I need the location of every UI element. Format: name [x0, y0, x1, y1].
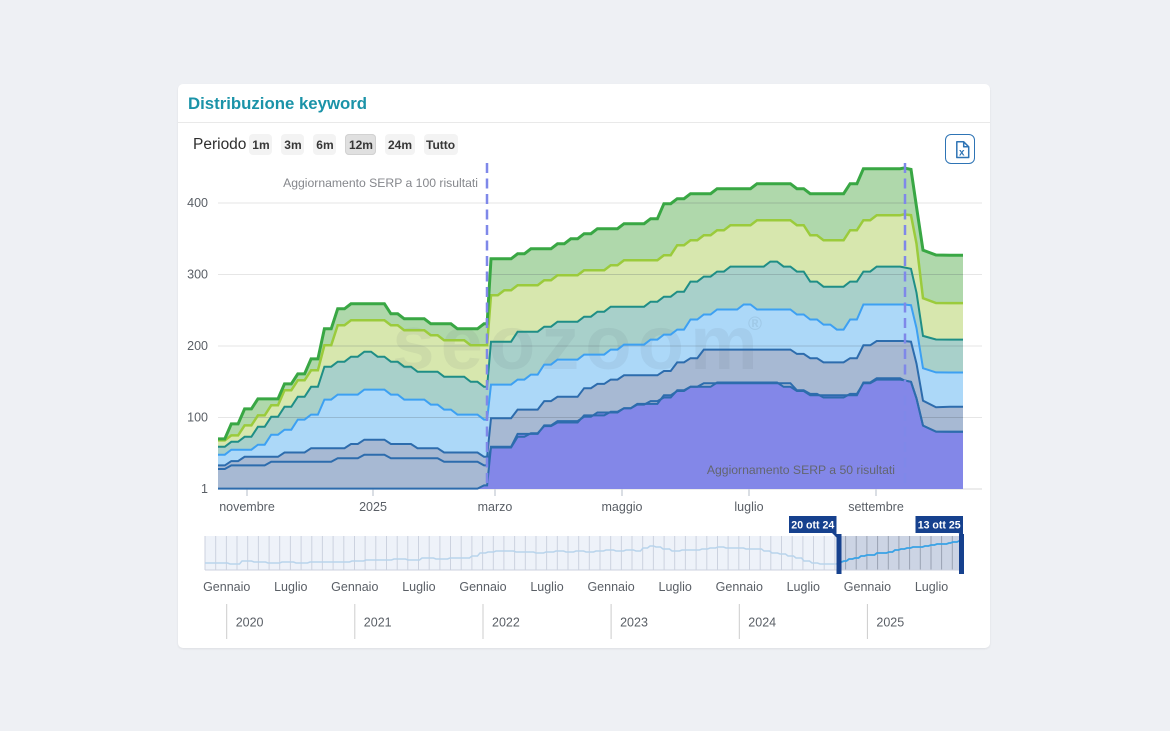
svg-text:novembre: novembre: [219, 500, 275, 514]
svg-text:100: 100: [187, 411, 208, 425]
svg-text:settembre: settembre: [848, 500, 904, 514]
svg-text:2024: 2024: [748, 616, 776, 630]
svg-text:Gennaio: Gennaio: [716, 580, 763, 594]
svg-text:400: 400: [187, 196, 208, 210]
svg-text:2021: 2021: [364, 616, 392, 630]
svg-text:2023: 2023: [620, 616, 648, 630]
svg-text:luglio: luglio: [734, 500, 763, 514]
svg-text:Gennaio: Gennaio: [459, 580, 506, 594]
svg-text:Gennaio: Gennaio: [203, 580, 250, 594]
svg-text:Luglio: Luglio: [530, 580, 563, 594]
svg-text:Luglio: Luglio: [274, 580, 307, 594]
svg-text:300: 300: [187, 268, 208, 282]
svg-text:®: ®: [748, 314, 762, 335]
svg-text:maggio: maggio: [602, 500, 643, 514]
svg-text:2020: 2020: [236, 616, 264, 630]
svg-text:x: x: [959, 147, 965, 158]
svg-text:Aggiornamento SERP a 50 risult: Aggiornamento SERP a 50 risultati: [707, 463, 895, 477]
svg-text:Luglio: Luglio: [402, 580, 435, 594]
svg-text:13 ott 25: 13 ott 25: [918, 520, 961, 532]
svg-text:Gennaio: Gennaio: [587, 580, 634, 594]
svg-text:Aggiornamento SERP a 100 risul: Aggiornamento SERP a 100 risultati: [283, 176, 478, 190]
svg-text:Luglio: Luglio: [787, 580, 820, 594]
svg-text:Luglio: Luglio: [915, 580, 948, 594]
svg-text:200: 200: [187, 339, 208, 353]
svg-text:Gennaio: Gennaio: [331, 580, 378, 594]
svg-text:Gennaio: Gennaio: [844, 580, 891, 594]
svg-text:marzo: marzo: [478, 500, 513, 514]
svg-text:seozoom: seozoom: [392, 301, 763, 386]
svg-text:20 ott 24: 20 ott 24: [791, 520, 834, 532]
svg-text:1: 1: [201, 482, 208, 496]
svg-text:Luglio: Luglio: [659, 580, 692, 594]
svg-text:2025: 2025: [876, 616, 904, 630]
svg-text:2022: 2022: [492, 616, 520, 630]
svg-text:2025: 2025: [359, 500, 387, 514]
